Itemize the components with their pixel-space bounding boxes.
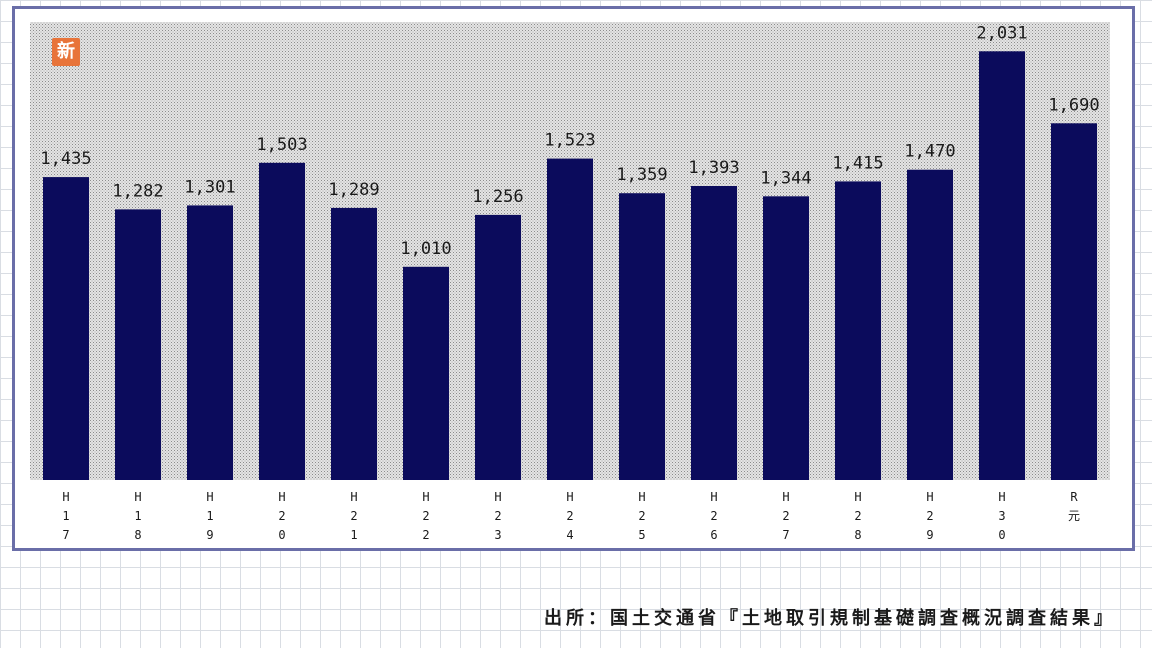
tick-label-char: 2 (422, 509, 429, 523)
value-label-R元: 1,690 (1048, 95, 1099, 115)
value-label-H18: 1,282 (112, 181, 163, 201)
tick-label-char: 0 (998, 528, 1005, 542)
tick-label-char: 6 (710, 528, 717, 542)
tick-label-char: 8 (134, 528, 141, 542)
tick-label-H21: H 2 1 (350, 490, 357, 542)
tick-label-char: H (350, 490, 357, 504)
value-label-H29: 1,470 (904, 142, 955, 162)
x-axis-tick-labels: H17H18H19H20H21H22H23H24H25H26H27H28H29H… (62, 490, 1080, 542)
value-label-H30: 2,031 (976, 23, 1027, 43)
tick-label-H19: H 1 9 (206, 490, 213, 542)
tick-label-char: H (710, 490, 717, 504)
tick-label-char: H (998, 490, 1005, 504)
value-label-H25: 1,359 (616, 165, 667, 185)
value-label-H20: 1,503 (256, 135, 307, 155)
tick-label-char: 7 (62, 528, 69, 542)
tick-label-char: 3 (494, 528, 501, 542)
tick-label-char: H (566, 490, 573, 504)
tick-label-H29: H 2 9 (926, 490, 933, 542)
bar-H28 (835, 181, 881, 480)
tick-label-char: 2 (638, 509, 645, 523)
tick-label-H18: H 1 8 (134, 490, 141, 542)
bar-H24 (547, 158, 593, 480)
tick-label-char: 1 (134, 509, 141, 523)
tick-label-H22: H 2 2 (422, 490, 429, 542)
tick-label-char: 0 (278, 528, 285, 542)
value-label-H21: 1,289 (328, 180, 379, 200)
tick-label-char: H (638, 490, 645, 504)
tick-label-H20: H 2 0 (278, 490, 285, 542)
bar-H26 (691, 186, 737, 480)
tick-label-char: 1 (206, 509, 213, 523)
value-label-H24: 1,523 (544, 131, 595, 151)
tick-label-char: H (926, 490, 933, 504)
tick-label-char: 9 (926, 528, 933, 542)
value-label-H19: 1,301 (184, 177, 235, 197)
bar-H18 (115, 209, 161, 480)
bar-H25 (619, 193, 665, 480)
new-badge: 新 (52, 38, 80, 66)
tick-label-char: 2 (926, 509, 933, 523)
tick-label-char: 3 (998, 509, 1005, 523)
tick-label-char: 2 (422, 528, 429, 542)
tick-label-H17: H 1 7 (62, 490, 69, 542)
tick-label-char: 元 (1068, 509, 1080, 523)
tick-label-char: 2 (494, 509, 501, 523)
bar-H29 (907, 169, 953, 480)
value-label-H27: 1,344 (760, 168, 811, 188)
bar-H23 (475, 214, 521, 480)
bar-H27 (763, 196, 809, 481)
tick-label-char: 9 (206, 528, 213, 542)
tick-label-char: H (854, 490, 861, 504)
tick-label-H26: H 2 6 (710, 490, 717, 542)
tick-label-char: 7 (782, 528, 789, 542)
tick-label-H24: H 2 4 (566, 490, 573, 542)
tick-label-char: 2 (350, 509, 357, 523)
bar-series (43, 51, 1097, 481)
tick-label-char: 4 (566, 528, 573, 542)
tick-label-char: 1 (62, 509, 69, 523)
bar-H30 (979, 51, 1025, 481)
tick-label-R元: R元 (1068, 490, 1080, 523)
value-label-H28: 1,415 (832, 153, 883, 173)
tick-label-char: H (278, 490, 285, 504)
tick-label-H27: H 2 7 (782, 490, 789, 542)
source-note: 出所：国土交通省『土地取引規制基礎調査概況調査結果』 (544, 608, 1116, 629)
tick-label-char: H (494, 490, 501, 504)
bar-H19 (187, 205, 233, 480)
tick-label-char: 1 (350, 528, 357, 542)
tick-label-char: 2 (710, 509, 717, 523)
bar-H20 (259, 162, 305, 481)
tick-label-char: H (782, 490, 789, 504)
tick-label-char: H (206, 490, 213, 504)
bar-R元 (1051, 123, 1097, 481)
bar-H17 (43, 177, 89, 480)
tick-label-char: H (422, 490, 429, 504)
tick-label-H25: H 2 5 (638, 490, 645, 542)
tick-label-char: 2 (854, 509, 861, 523)
value-labels: 1,435 1,282 1,301 1,503 1,289 1,010 1,256 1,523… (40, 23, 1099, 258)
value-label-H17: 1,435 (40, 149, 91, 169)
value-label-H22: 1,010 (400, 239, 451, 259)
value-label-H26: 1,393 (688, 158, 739, 178)
tick-label-char: 2 (782, 509, 789, 523)
value-label-H23: 1,256 (472, 187, 523, 207)
tick-label-char: H (134, 490, 141, 504)
tick-label-char: 2 (566, 509, 573, 523)
tick-label-H28: H 2 8 (854, 490, 861, 542)
tick-label-char: 8 (854, 528, 861, 542)
tick-label-char: 5 (638, 528, 645, 542)
tick-label-char: R (1070, 490, 1078, 504)
tick-label-H23: H 2 3 (494, 490, 501, 542)
tick-label-H30: H 3 0 (998, 490, 1005, 542)
tick-label-char: 2 (278, 509, 285, 523)
bar-H22 (403, 266, 449, 480)
tick-label-char: H (62, 490, 69, 504)
bar-H21 (331, 207, 377, 480)
